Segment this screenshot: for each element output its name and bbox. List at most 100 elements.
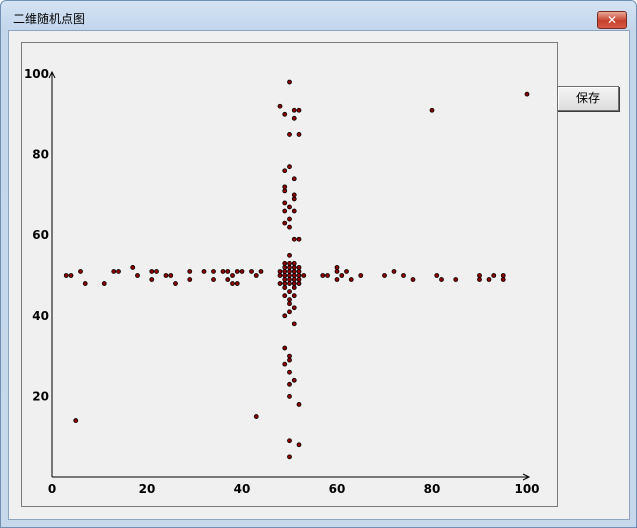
data-point (201, 269, 207, 274)
data-point (239, 269, 245, 274)
title-bar[interactable]: 二维随机点图 ✕ (1, 1, 636, 30)
data-point (149, 277, 155, 282)
data-point (291, 208, 297, 214)
data-point (291, 192, 297, 198)
data-point (68, 273, 74, 278)
data-point (249, 269, 254, 274)
data-point (291, 377, 297, 383)
data-point (287, 357, 292, 363)
data-point (187, 269, 193, 274)
data-point (287, 289, 292, 295)
data-point (73, 418, 79, 423)
data-point (282, 269, 288, 274)
data-point (291, 285, 297, 290)
data-point (82, 281, 88, 286)
data-point (477, 277, 482, 282)
y-axis-arrow-icon (48, 70, 56, 79)
data-point (344, 269, 349, 274)
data-point (429, 107, 435, 113)
x-tick-label: 100 (514, 482, 539, 496)
data-point (234, 269, 240, 274)
data-point (524, 91, 530, 97)
data-point (287, 224, 292, 230)
save-button[interactable]: 保存 (557, 86, 619, 111)
data-point (291, 321, 297, 327)
data-point (225, 277, 231, 282)
y-tick-label: 60 (32, 228, 49, 242)
data-point (116, 269, 121, 274)
data-point (282, 208, 288, 214)
data-point (287, 454, 292, 460)
close-button[interactable]: ✕ (597, 11, 627, 29)
data-point (334, 269, 340, 274)
y-tick-label: 40 (32, 309, 49, 323)
data-point (168, 273, 174, 278)
data-point (282, 361, 288, 367)
data-point (291, 305, 297, 311)
data-point (187, 277, 193, 282)
data-point (225, 269, 231, 274)
data-point (282, 285, 288, 290)
y-tick-label: 80 (32, 148, 49, 162)
data-point (453, 277, 459, 282)
data-point (130, 265, 136, 270)
data-point (477, 273, 482, 278)
data-point (287, 277, 292, 282)
x-tick-label: 60 (329, 482, 346, 496)
data-point (334, 277, 340, 282)
y-tick-label: 20 (32, 389, 49, 403)
data-point (234, 281, 240, 286)
window-title: 二维随机点图 (13, 12, 86, 26)
data-point (382, 273, 387, 278)
data-point (282, 265, 288, 270)
data-point (287, 269, 292, 274)
data-point (296, 442, 302, 448)
data-point (287, 281, 292, 286)
data-point (291, 115, 297, 121)
x-axis-arrow-icon (522, 473, 531, 481)
data-point (287, 381, 292, 387)
close-icon: ✕ (606, 13, 618, 27)
data-point (296, 265, 302, 270)
data-point (287, 204, 292, 210)
data-point (287, 132, 292, 137)
data-point (291, 236, 297, 242)
data-point (325, 273, 330, 278)
data-point (287, 252, 292, 258)
data-point (253, 273, 259, 278)
data-point (282, 111, 288, 117)
data-point (230, 281, 235, 286)
data-point (491, 273, 497, 278)
x-tick-label: 80 (424, 482, 441, 496)
data-point (287, 273, 292, 278)
data-point (211, 269, 216, 274)
data-point (410, 277, 416, 282)
data-point (339, 273, 345, 278)
data-point (149, 269, 155, 274)
data-point (282, 273, 288, 278)
data-point (154, 269, 159, 274)
data-point (135, 273, 140, 278)
data-point (282, 168, 288, 174)
data-point (78, 269, 83, 274)
data-point (296, 236, 302, 242)
data-point (282, 293, 288, 299)
data-point (291, 261, 297, 266)
data-point (173, 281, 178, 286)
data-point (287, 309, 292, 315)
data-point (287, 369, 292, 375)
data-point (291, 293, 297, 299)
data-point (291, 196, 297, 202)
data-point (253, 414, 259, 419)
data-point (282, 277, 288, 282)
data-point (291, 107, 297, 113)
data-point (282, 261, 288, 266)
data-point (282, 200, 288, 206)
data-point (296, 277, 302, 282)
data-point (287, 79, 292, 85)
data-point (111, 269, 117, 274)
data-point (277, 103, 283, 109)
data-point (439, 277, 444, 282)
data-point (282, 281, 288, 286)
x-tick-label: 20 (139, 482, 156, 496)
